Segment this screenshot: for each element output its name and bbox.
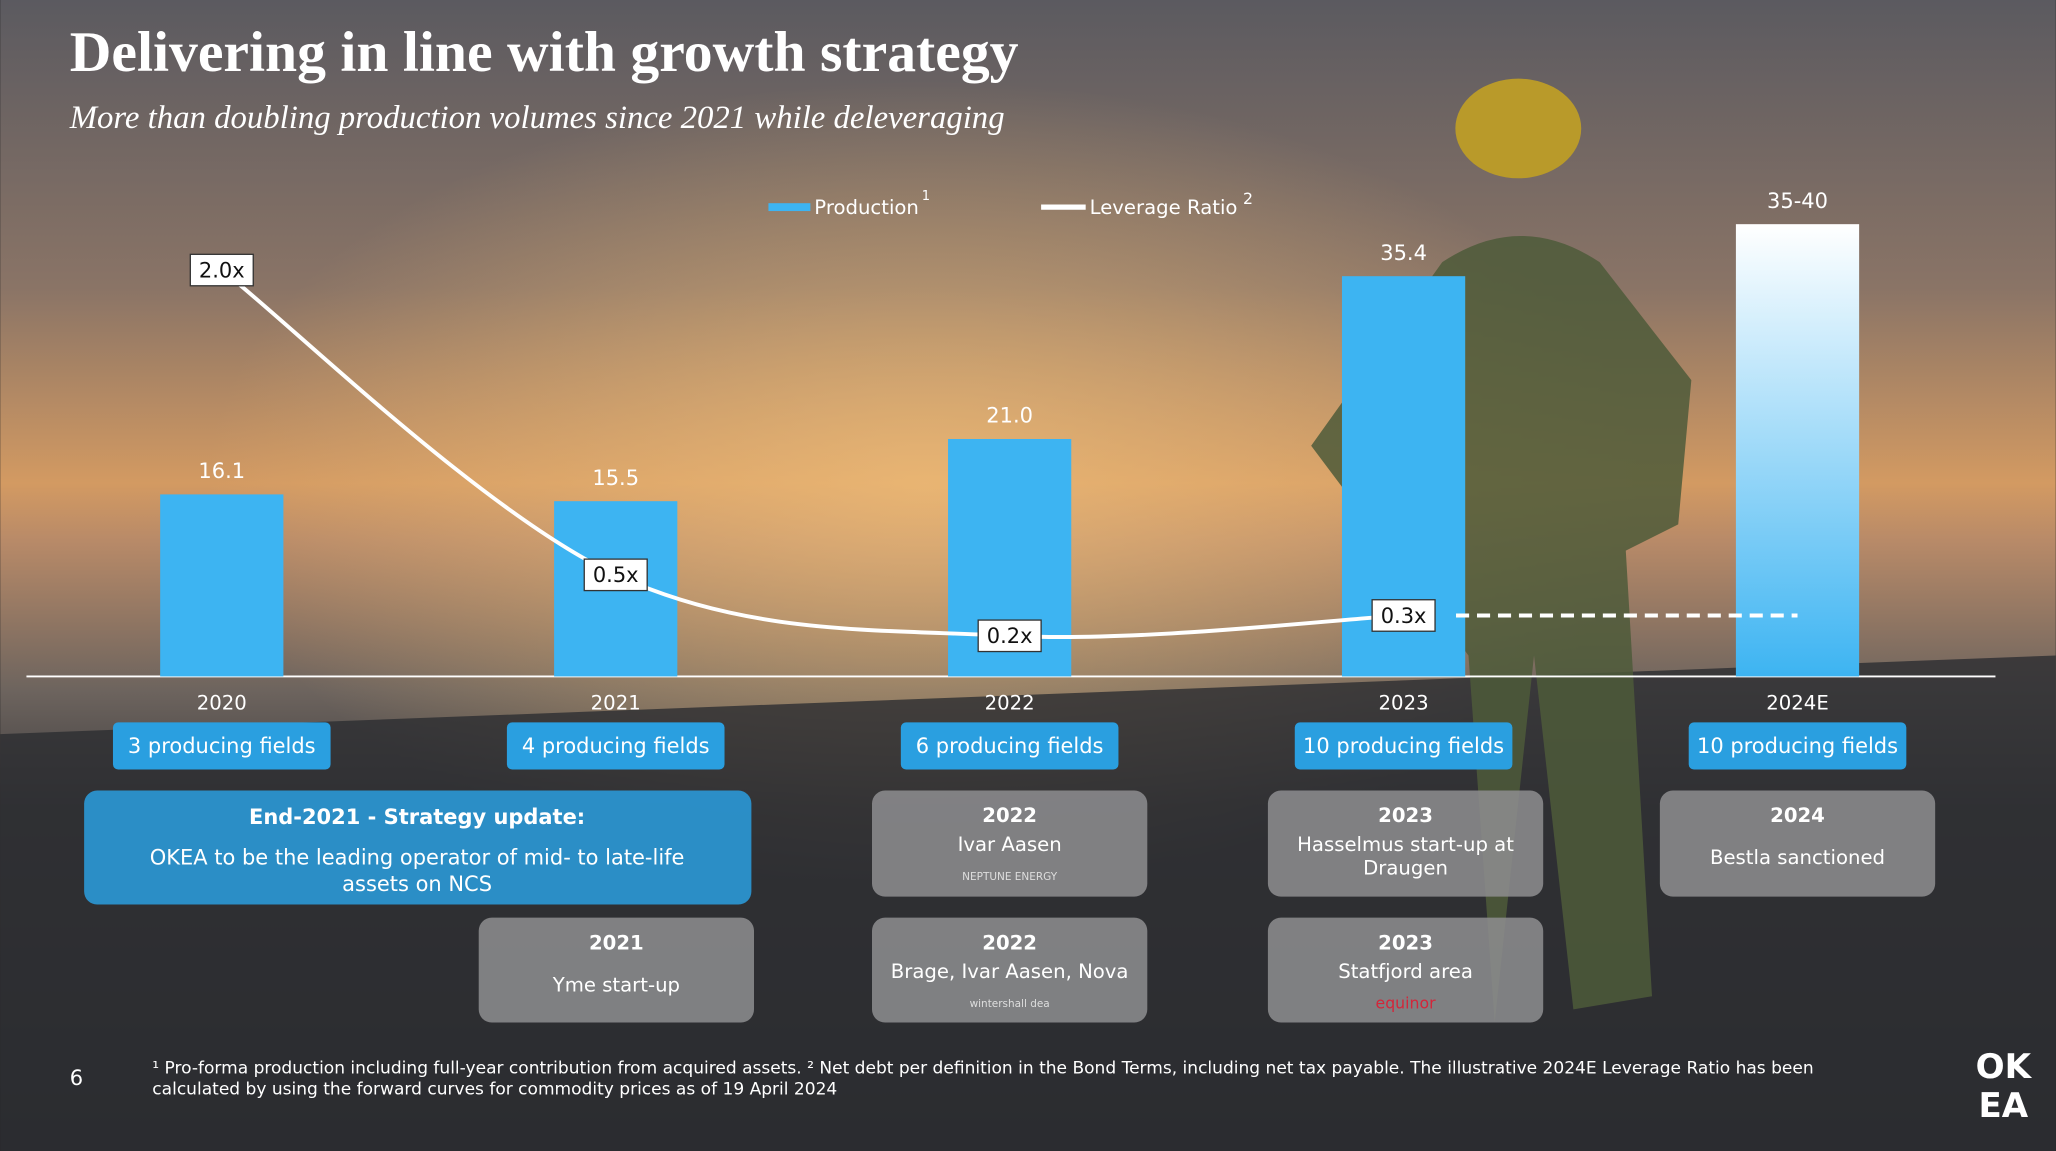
legend-label: Production — [814, 196, 919, 219]
logo: EA — [1979, 1086, 2029, 1126]
field-pill — [112, 722, 331, 770]
strategy-title: End-2021 - Strategy update: — [249, 805, 585, 829]
field-label: 10 producing fields — [1697, 734, 1898, 758]
milestone-box — [1659, 790, 1936, 897]
field-label: 4 producing fields — [522, 734, 710, 758]
legend-note: 2 — [1243, 189, 1253, 208]
milestone-year: 2023 — [1378, 804, 1433, 827]
milestone-box — [1267, 917, 1544, 1023]
leverage-label: 0.3x — [1381, 604, 1427, 628]
logo: OK — [1976, 1047, 2033, 1087]
x-tick-label: 2022 — [985, 691, 1035, 714]
leverage-line — [220, 268, 1404, 639]
leverage-label-box — [977, 619, 1042, 653]
field-pill — [506, 722, 725, 770]
field-pill — [1294, 722, 1513, 770]
title: Delivering in line with growth strategy — [70, 21, 1019, 84]
milestone-text: Brage, Ivar Aasen, Nova — [891, 960, 1129, 983]
leverage-label-box — [583, 558, 648, 592]
footnote: calculated by using the forward curves f… — [152, 1079, 837, 1099]
leverage-label: 0.5x — [593, 563, 639, 587]
milestone-logo: equinor — [1376, 994, 1437, 1013]
bar-value-label: 15.5 — [592, 466, 639, 490]
legend-swatch — [1041, 204, 1086, 210]
leverage-label: 2.0x — [199, 258, 245, 282]
milestone-text: Hasselmus start-up at — [1297, 833, 1514, 856]
x-tick-label: 2023 — [1379, 691, 1429, 714]
bar-value-label: 21.0 — [986, 404, 1033, 428]
milestone-year: 2022 — [982, 931, 1037, 954]
milestone-year: 2023 — [1378, 931, 1433, 954]
deck — [0, 655, 2056, 1151]
milestone-year: 2021 — [589, 931, 644, 954]
milestone-text: Draugen — [1363, 857, 1448, 880]
milestone-year: 2024 — [1770, 804, 1825, 827]
bar-value-label: 35.4 — [1380, 241, 1427, 265]
milestone-text: Bestla sanctioned — [1710, 846, 1885, 869]
bar-value-label: 35-40 — [1767, 189, 1828, 213]
page-number: 6 — [70, 1066, 83, 1090]
field-pill — [1688, 722, 1907, 770]
milestone-box — [871, 790, 1148, 897]
strategy-box — [84, 790, 752, 905]
field-label: 6 producing fields — [916, 734, 1104, 758]
milestone-text: Ivar Aasen — [958, 833, 1062, 856]
x-tick-label: 2021 — [591, 691, 641, 714]
bar — [1735, 224, 1860, 677]
field-pill — [900, 722, 1119, 770]
field-label: 10 producing fields — [1303, 734, 1504, 758]
legend-note: 1 — [922, 189, 930, 204]
strategy-text: assets on NCS — [342, 872, 492, 896]
field-label: 3 producing fields — [128, 734, 316, 758]
milestone-text: Statfjord area — [1338, 960, 1473, 983]
footnote: ¹ Pro-forma production including full-ye… — [152, 1058, 1813, 1078]
legend-swatch — [768, 203, 811, 212]
helmet — [1455, 78, 1582, 179]
x-tick-label: 2020 — [197, 691, 247, 714]
leverage-label: 0.2x — [987, 624, 1033, 648]
bar — [160, 494, 284, 677]
milestone-logo: wintershall dea — [970, 998, 1050, 1010]
milestone-box — [871, 917, 1148, 1023]
leverage-label-box — [189, 253, 254, 287]
milestone-box — [1267, 790, 1544, 897]
legend-label: Leverage Ratio — [1090, 196, 1238, 219]
milestone-box — [478, 917, 755, 1023]
subtitle: More than doubling production volumes si… — [69, 100, 1005, 136]
milestone-text: Yme start-up — [552, 973, 680, 996]
milestone-year: 2022 — [982, 804, 1037, 827]
milestone-logo: NEPTUNE ENERGY — [962, 871, 1058, 883]
x-tick-label: 2024E — [1766, 691, 1828, 714]
strategy-text: OKEA to be the leading operator of mid- … — [150, 846, 685, 870]
bar-value-label: 16.1 — [198, 459, 245, 483]
leverage-label-box — [1371, 599, 1436, 632]
